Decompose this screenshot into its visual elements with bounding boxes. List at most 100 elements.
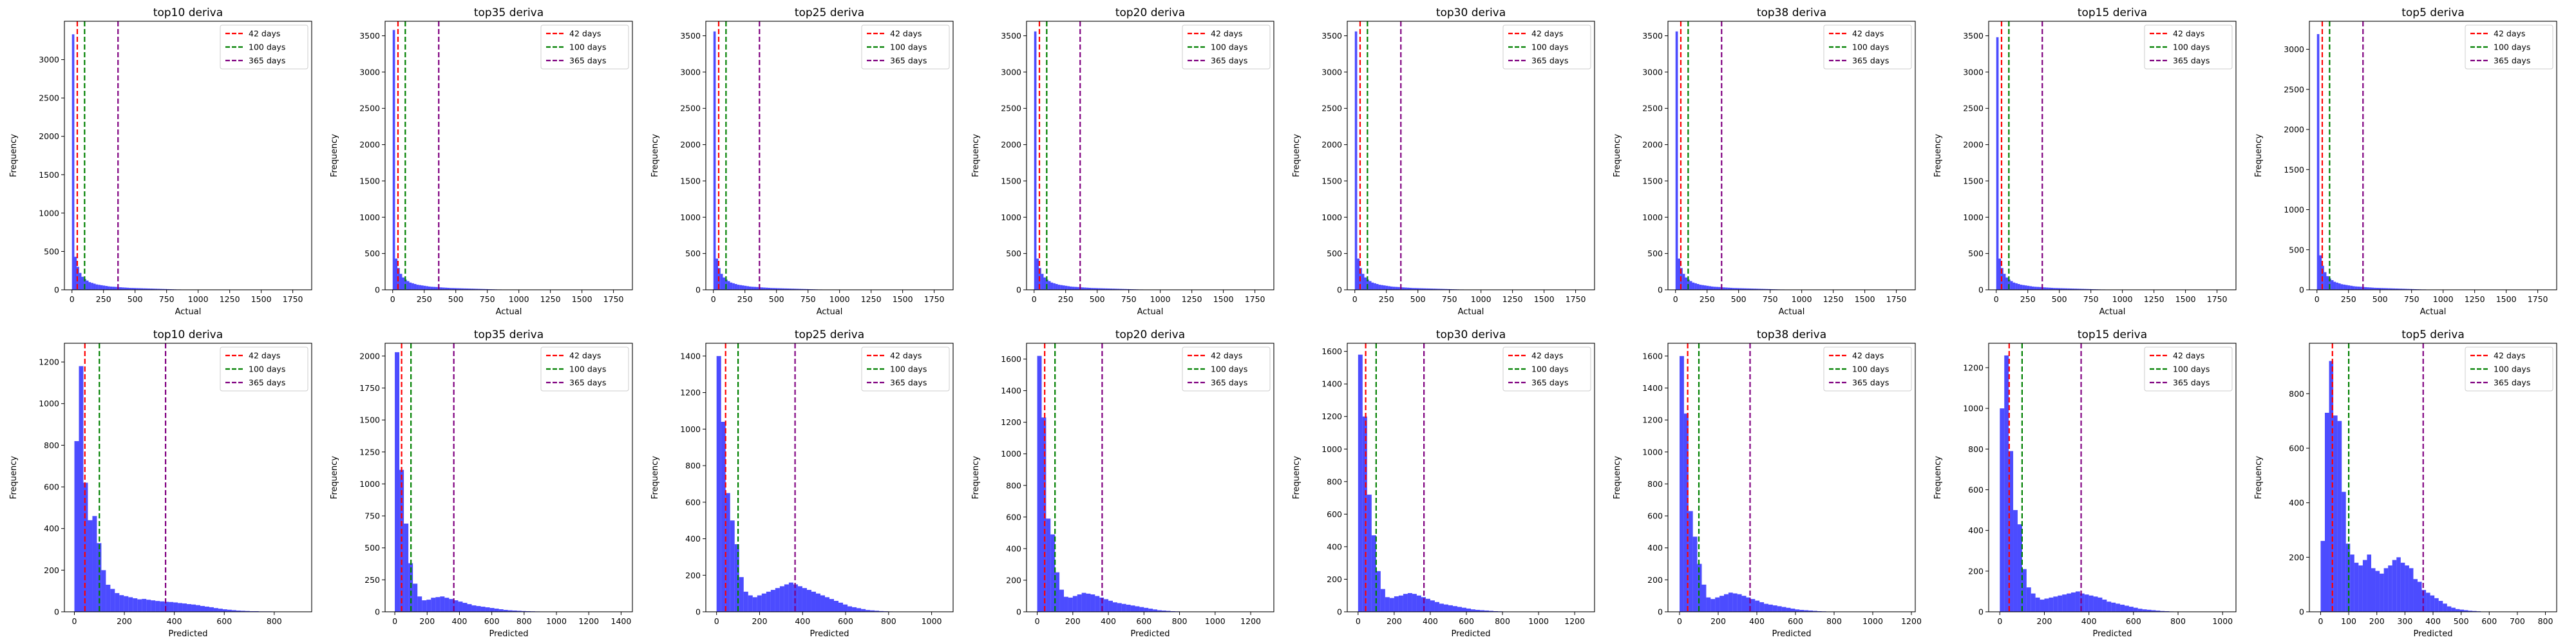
legend-entry: 42 days bbox=[1531, 29, 1563, 39]
histogram-bar bbox=[2034, 287, 2037, 290]
histogram-bar bbox=[1055, 283, 1058, 290]
y-tick-label: 0 bbox=[1658, 607, 1663, 617]
histogram-bar bbox=[409, 282, 412, 290]
histogram-bar bbox=[2380, 573, 2384, 612]
x-tick-label: 400 bbox=[167, 616, 182, 626]
histogram-bar bbox=[2079, 593, 2085, 612]
y-tick-label: 600 bbox=[2289, 443, 2304, 453]
x-tick-label: 500 bbox=[2372, 294, 2388, 304]
histogram-bar bbox=[770, 288, 773, 290]
y-tick-label: 200 bbox=[1006, 575, 1021, 585]
y-tick-label: 2500 bbox=[1963, 104, 1984, 113]
y-tick-label: 3000 bbox=[680, 67, 701, 77]
histogram-bar bbox=[2026, 587, 2031, 612]
y-tick-label: 200 bbox=[1647, 575, 1663, 585]
histogram-bars bbox=[1037, 355, 1260, 612]
x-tick-label: 1250 bbox=[2144, 294, 2164, 304]
y-tick-label: 500 bbox=[1327, 249, 1342, 258]
histogram-bar bbox=[2367, 554, 2371, 612]
histogram-bar bbox=[1394, 596, 1399, 612]
histogram-bar bbox=[1065, 285, 1068, 290]
histogram-bar bbox=[423, 285, 426, 290]
subplot-title: top38 deriva bbox=[1757, 328, 1826, 341]
histogram-bar bbox=[2031, 593, 2036, 612]
histogram-bars bbox=[74, 366, 299, 612]
x-tick-label: 750 bbox=[2404, 294, 2420, 304]
histogram-bar bbox=[2072, 289, 2075, 290]
x-tick-label: 600 bbox=[1459, 616, 1474, 626]
x-tick-label: 600 bbox=[1136, 616, 1151, 626]
histogram-bar bbox=[173, 602, 178, 612]
histogram-bar bbox=[2151, 610, 2156, 612]
y-tick-label: 600 bbox=[1006, 512, 1021, 522]
histogram-bar bbox=[857, 608, 862, 612]
x-tick-label: 200 bbox=[1710, 616, 1726, 626]
histogram-bar bbox=[1124, 289, 1127, 290]
histogram-bar bbox=[98, 285, 100, 290]
histogram-bar bbox=[2000, 408, 2005, 612]
histogram-bar bbox=[802, 588, 807, 612]
histogram-bar bbox=[1461, 607, 1466, 612]
y-axis-label: Frequency bbox=[9, 134, 19, 177]
histogram-bar bbox=[79, 366, 84, 612]
legend-entry: 100 days bbox=[890, 365, 927, 374]
histogram-bar bbox=[866, 610, 871, 612]
x-tick-label: 750 bbox=[2083, 294, 2099, 304]
histogram-bar bbox=[1761, 289, 1764, 290]
y-tick-label: 0 bbox=[1337, 285, 1342, 295]
histogram-bar bbox=[1130, 605, 1135, 612]
y-tick-label: 1400 bbox=[680, 351, 701, 361]
histogram-bar bbox=[2003, 274, 2006, 290]
legend-entry: 42 days bbox=[2494, 29, 2525, 39]
y-tick-label: 1500 bbox=[1963, 176, 1984, 185]
histogram-bar bbox=[450, 288, 452, 290]
legend: 42 days 100 days 365 days bbox=[540, 346, 629, 392]
histogram-bars bbox=[71, 34, 310, 290]
legend: 42 days 100 days 365 days bbox=[1502, 24, 1591, 70]
histogram-bar bbox=[106, 584, 111, 612]
y-tick-label: 0 bbox=[375, 285, 380, 295]
histogram-bar bbox=[1694, 283, 1697, 290]
histogram-bar bbox=[1744, 288, 1747, 290]
y-tick-label: 1500 bbox=[680, 176, 701, 185]
legend-box bbox=[1182, 346, 1271, 392]
histogram-bar bbox=[2017, 283, 2020, 290]
histogram-bar bbox=[793, 289, 797, 290]
histogram-bar bbox=[442, 287, 445, 290]
subplot-1: 0 250 500 750 1000 1250 1500 1750 0 500 1000 1500 20… bbox=[9, 6, 312, 317]
histogram-bar bbox=[2468, 611, 2473, 612]
histogram-bar bbox=[2337, 421, 2342, 612]
histogram-bars bbox=[1675, 31, 1913, 290]
subplot-3: 0 250 500 750 1000 1250 1500 1750 0 500 1000 1500 20… bbox=[650, 6, 954, 317]
histogram-bar bbox=[1084, 287, 1086, 290]
histogram-bar bbox=[1701, 285, 1704, 290]
x-tick-label: 750 bbox=[1442, 294, 1457, 304]
subplot-title: top5 deriva bbox=[2401, 328, 2465, 341]
y-tick-label: 400 bbox=[685, 534, 701, 544]
histogram-bar bbox=[444, 287, 448, 290]
histogram-bar bbox=[788, 582, 793, 612]
y-tick-label: 3000 bbox=[1321, 67, 1342, 77]
histogram-bar bbox=[744, 285, 747, 290]
subplot-16: 0 100 200 300 400 500 600 700 800 0 200 400 600 800 to… bbox=[2254, 328, 2557, 639]
legend-box bbox=[540, 24, 629, 70]
y-tick-label: 3000 bbox=[359, 67, 380, 77]
histogram-bar bbox=[1447, 289, 1450, 290]
y-tick-label: 600 bbox=[1327, 509, 1342, 519]
histogram-bar bbox=[92, 516, 97, 612]
histogram-bar bbox=[2324, 272, 2327, 290]
y-tick-label: 1000 bbox=[1963, 213, 1984, 222]
y-tick-label: 1500 bbox=[39, 170, 59, 180]
histogram-bar bbox=[1070, 286, 1072, 290]
histogram-bar bbox=[417, 596, 422, 612]
x-tick-label: 400 bbox=[2425, 616, 2441, 626]
histogram-bar bbox=[2455, 609, 2460, 612]
histogram-bar bbox=[2137, 609, 2143, 612]
histogram-bar bbox=[1414, 288, 1417, 290]
histogram-bar bbox=[1433, 289, 1435, 290]
histogram-bar bbox=[806, 289, 809, 290]
histogram-bar bbox=[1434, 601, 1439, 612]
legend-entry: 365 days bbox=[2173, 56, 2210, 66]
x-tick-label: 100 bbox=[2341, 616, 2356, 626]
y-tick-label: 0 bbox=[696, 607, 701, 617]
